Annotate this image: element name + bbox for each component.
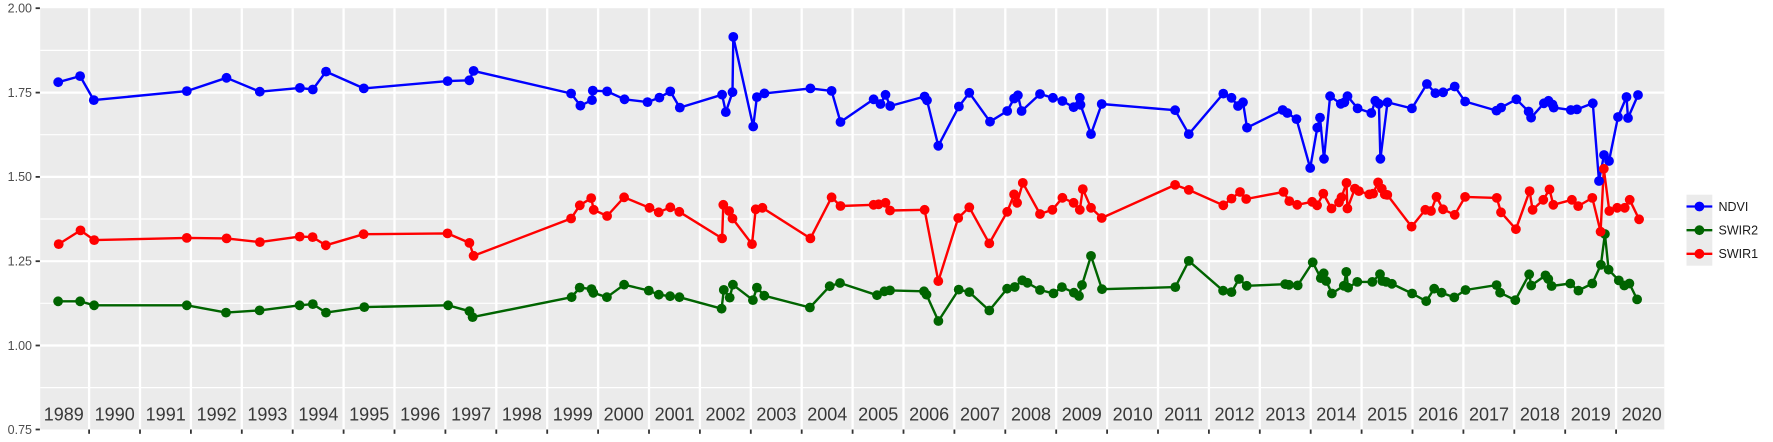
svg-text:2019: 2019 (1571, 404, 1611, 424)
svg-text:1999: 1999 (553, 404, 593, 424)
svg-text:1992: 1992 (197, 404, 237, 424)
svg-text:2017: 2017 (1469, 404, 1509, 424)
svg-text:0.75: 0.75 (8, 423, 32, 437)
svg-text:2007: 2007 (960, 404, 1000, 424)
svg-text:2012: 2012 (1214, 404, 1254, 424)
svg-text:2005: 2005 (858, 404, 898, 424)
svg-text:2001: 2001 (655, 404, 695, 424)
svg-text:2009: 2009 (1062, 404, 1102, 424)
svg-text:2020: 2020 (1622, 404, 1662, 424)
svg-text:2014: 2014 (1316, 404, 1356, 424)
svg-text:1996: 1996 (400, 404, 440, 424)
svg-text:1995: 1995 (349, 404, 389, 424)
svg-text:1.50: 1.50 (8, 170, 32, 184)
svg-text:1991: 1991 (146, 404, 186, 424)
svg-text:2010: 2010 (1113, 404, 1153, 424)
svg-text:2004: 2004 (807, 404, 847, 424)
svg-text:1993: 1993 (247, 404, 287, 424)
svg-text:1989: 1989 (44, 404, 84, 424)
svg-text:1990: 1990 (95, 404, 135, 424)
svg-text:2013: 2013 (1265, 404, 1305, 424)
svg-text:2008: 2008 (1011, 404, 1051, 424)
svg-text:2016: 2016 (1418, 404, 1458, 424)
svg-text:2015: 2015 (1367, 404, 1407, 424)
svg-text:1.75: 1.75 (8, 86, 32, 100)
svg-text:1994: 1994 (298, 404, 338, 424)
svg-text:2003: 2003 (756, 404, 796, 424)
svg-text:2.00: 2.00 (8, 2, 32, 16)
svg-text:1998: 1998 (502, 404, 542, 424)
svg-text:SWIR1: SWIR1 (1719, 247, 1759, 261)
svg-text:1.00: 1.00 (8, 339, 32, 353)
svg-text:2011: 2011 (1164, 404, 1203, 424)
svg-text:SWIR2: SWIR2 (1719, 224, 1759, 238)
svg-text:1.25: 1.25 (8, 255, 32, 269)
svg-text:2002: 2002 (705, 404, 745, 424)
svg-text:2018: 2018 (1520, 404, 1560, 424)
svg-text:2000: 2000 (604, 404, 644, 424)
svg-text:1997: 1997 (451, 404, 491, 424)
svg-text:2006: 2006 (909, 404, 949, 424)
svg-text:NDVI: NDVI (1719, 200, 1749, 214)
